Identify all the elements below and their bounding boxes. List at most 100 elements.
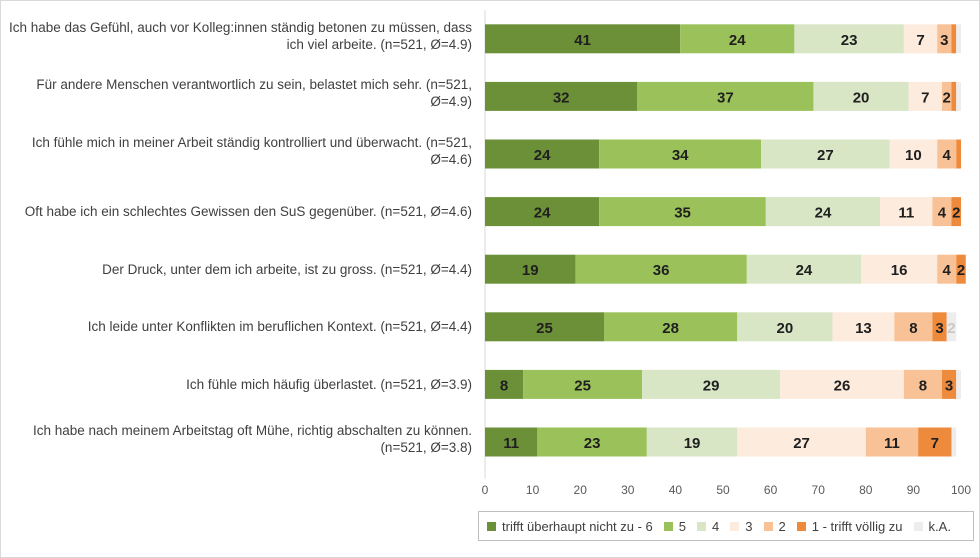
data-label-r6-s4: 13 <box>855 320 872 337</box>
bar-segment-r5-s5 <box>937 254 957 284</box>
data-label-r4-s4: 11 <box>898 205 914 222</box>
data-label-r5-s4: 16 <box>891 262 908 279</box>
bar-segment-r4-s2 <box>599 197 766 227</box>
data-label-r5-s2: 36 <box>653 262 670 279</box>
x-tick-label-20: 20 <box>574 483 588 497</box>
bar-segment-r7-s4 <box>780 369 904 399</box>
data-label-r1-s5: 3 <box>940 32 948 49</box>
data-label-r5-s5: 4 <box>943 262 952 279</box>
data-label-r7-s6: 3 <box>945 377 953 394</box>
data-label-r4-s1: 24 <box>534 205 551 222</box>
data-label-r5-s6: 2 <box>957 262 965 279</box>
category-label: Ich habe nach meinem Arbeitstag oft Mühe… <box>8 422 472 456</box>
data-label-r4-s6: 2 <box>952 205 960 222</box>
category-label: Ich leide unter Konflikten im berufliche… <box>8 318 472 335</box>
legend-label: 1 - trifft völlig zu <box>811 518 903 534</box>
data-label-r8-s2: 23 <box>584 435 601 452</box>
category-label: Der Druck, unter dem ich arbeite, ist zu… <box>8 261 472 278</box>
bar-segment-r7-s7 <box>956 369 961 399</box>
legend-item: trifft überhaupt nicht zu - 6 <box>487 519 653 534</box>
bar-segment-r6-s6 <box>932 312 947 342</box>
bar-segment-r6-s5 <box>894 312 933 342</box>
x-tick-label-40: 40 <box>669 483 683 497</box>
category-label-line: Ø=4.6) <box>430 152 472 167</box>
data-label-r7-s2: 25 <box>574 377 591 394</box>
data-label-r3-s2: 34 <box>672 147 689 164</box>
x-tick-label-0: 0 <box>482 483 489 497</box>
x-tick-label-90: 90 <box>907 483 921 497</box>
bar-segment-r1-s7 <box>956 24 961 54</box>
bar-segment-r1-s2 <box>680 24 795 54</box>
legend-item: 3 <box>730 518 753 534</box>
bar-segment-r3-s4 <box>889 139 938 169</box>
data-label-r6-s7: 2 <box>947 320 955 337</box>
category-label-line: Ich fühle mich in meiner Arbeit ständig … <box>31 135 472 150</box>
bar-segment-r4-s5 <box>932 197 952 227</box>
bar-segment-r3-s3 <box>761 139 890 169</box>
bar-segment-r6-s1 <box>485 312 604 342</box>
data-label-r3-s5: 4 <box>943 147 952 164</box>
bar-segment-r8-s2 <box>537 427 647 457</box>
category-label: Ich fühle mich in meiner Arbeit ständig … <box>8 134 472 168</box>
category-label-line: Ich habe nach meinem Arbeitstag oft Mühe… <box>32 423 472 438</box>
bar-segment-r7-s6 <box>941 369 957 399</box>
x-tick-label-50: 50 <box>716 483 730 497</box>
data-label-r8-s5: 11 <box>884 435 900 452</box>
x-tick-label-30: 30 <box>621 483 635 497</box>
bar-segment-r8-s7 <box>951 427 957 457</box>
bar-segment-r7-s3 <box>642 369 781 399</box>
data-label-r7-s4: 26 <box>834 377 851 394</box>
bar-segment-r3-s6 <box>956 139 961 169</box>
legend-item: 5 <box>663 519 686 534</box>
data-label-r2-s3: 20 <box>853 89 870 106</box>
bar-segment-r3-s2 <box>599 139 762 169</box>
data-label-r6-s6: 3 <box>935 320 943 337</box>
bar-segment-r6-s4 <box>832 312 895 342</box>
category-label-line: Für andere Menschen verantwortlich zu se… <box>36 77 472 93</box>
legend-swatch <box>796 521 806 531</box>
data-label-r5-s1: 19 <box>522 262 539 279</box>
data-label-r6-s1: 25 <box>536 320 553 337</box>
category-label-line: (n=521, Ø=3.8) <box>380 440 472 455</box>
legend-label: 3 <box>745 518 753 534</box>
bar-segment-r6-s2 <box>604 312 738 342</box>
legend-swatch <box>763 521 773 531</box>
bar-segment-r5-s6 <box>956 254 966 284</box>
bar-segment-r7-s2 <box>523 369 643 399</box>
legend-swatch <box>697 521 707 531</box>
data-label-r4-s5: 4 <box>938 205 947 222</box>
data-label-r8-s1: 11 <box>503 435 519 452</box>
category-label-line: Ø=4.9) <box>430 94 472 110</box>
bar-segment-r3-s1 <box>485 139 600 169</box>
bar-segment-r8-s4 <box>737 427 866 457</box>
x-tick-label-80: 80 <box>859 483 873 497</box>
legend-label: k.A. <box>928 518 951 534</box>
bar-segment-r5-s4 <box>861 254 938 284</box>
data-label-r1-s3: 23 <box>841 32 858 49</box>
bar-chart: 41 24 23 7 332 37 20 7 224 34 27 10 424 35 24 11 4 219 36 2… <box>482 10 971 497</box>
bar-segment-r7-s1 <box>485 369 524 399</box>
bar-segment-r1-s3 <box>794 24 904 54</box>
x-tick-label-60: 60 <box>764 483 778 497</box>
data-label-r3-s3: 27 <box>817 147 834 164</box>
legend-item: 4 <box>697 519 719 534</box>
data-label-r8-s6: 7 <box>931 435 939 452</box>
bar-segment-r6-s7 <box>946 312 957 342</box>
legend-item: k.A. <box>913 518 951 534</box>
bar-segment-r4-s3 <box>765 197 881 227</box>
bar-segment-r2-s7 <box>956 81 961 111</box>
data-label-r1-s4: 7 <box>916 32 924 49</box>
data-label-r2-s5: 2 <box>943 89 951 106</box>
data-label-r7-s1: 8 <box>500 377 508 394</box>
bar-segment-r1-s6 <box>951 24 957 54</box>
data-label-r2-s4: 7 <box>921 89 929 106</box>
bar-segment-r2-s1 <box>485 81 638 111</box>
bar-segment-r5-s2 <box>575 254 747 284</box>
data-label-r8-s3: 19 <box>684 435 701 452</box>
legend-swatch <box>913 521 923 531</box>
data-label-r8-s4: 27 <box>793 435 810 452</box>
bar-segment-r2-s4 <box>908 81 942 111</box>
data-label-r1-s2: 24 <box>729 32 746 49</box>
category-label-line: Oft habe ich ein schlechtes Gewissen den… <box>24 204 472 220</box>
data-label-r6-s5: 8 <box>909 320 917 337</box>
